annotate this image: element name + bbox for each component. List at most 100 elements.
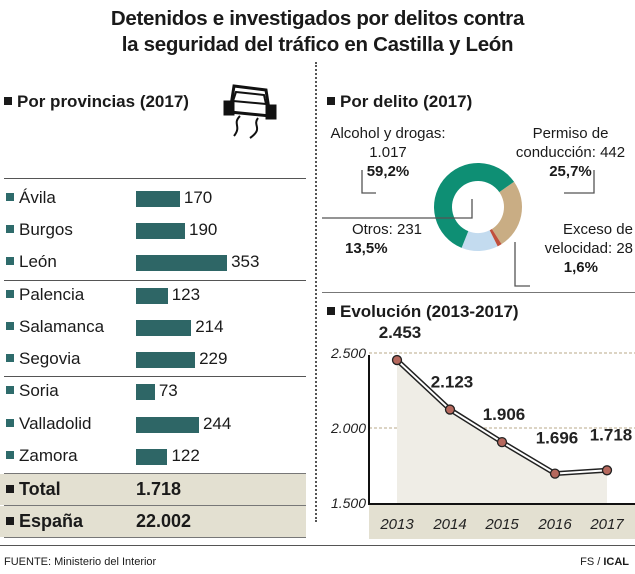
province-value: 123 [171,285,201,304]
permiso-label: Permiso de conducción: [515,125,609,161]
province-label: Zamora [6,441,78,471]
permiso-percent: 25,7% [549,163,592,180]
velocidad-label: Exceso de velocidad: [544,221,633,257]
province-value: 122 [171,446,200,465]
area-fill [397,360,607,503]
province-name: Valladolid [19,414,92,433]
data-label: 1.718 [590,425,633,444]
page-title: Detenidos e investigados por delitos con… [0,6,635,58]
province-label: Segovia [6,344,80,374]
province-row: Palencia 123 [0,280,306,310]
total-label: Total [19,479,61,499]
x-axis-band [369,505,635,539]
data-point [496,436,508,448]
donut-slice [491,181,522,245]
province-name: Salamanca [19,317,105,336]
province-row: Segovia 229 [0,344,306,374]
province-value: 353 [231,252,260,271]
donut-slice [434,163,515,248]
crime-title: Por delito (2017) [340,92,473,111]
provinces-title: Por provincias (2017) [17,92,189,111]
province-bar [136,320,192,336]
data-label: 2.453 [379,325,422,342]
source-note: FUENTE: Ministerio del Interior [4,556,157,568]
province-name: Palencia [19,285,85,304]
alcohol-count: 1.017 [369,144,407,161]
x-tick-label: 2017 [589,516,624,533]
province-bar [136,223,186,239]
donut-slice [489,228,502,247]
province-name: Ávila [19,188,56,207]
evolution-title: Evolución (2013-2017) [340,302,519,321]
province-value: 73 [158,381,178,400]
province-row: Valladolid 244 [0,409,306,439]
data-label: 1.906 [483,405,526,424]
column-divider [315,62,317,522]
y-tick-label: 2.000 [330,420,366,436]
title-line-2: la seguridad del tráfico en Castilla y L… [121,33,514,56]
skidding-car-icon [223,84,277,139]
province-row: Soria 73 [0,376,306,406]
x-tick-label: 2014 [432,516,466,533]
province-row: Ávila 170 [0,183,306,213]
province-row: Burgos 190 [0,215,306,245]
credit: FS / ICAL [580,556,629,568]
evolution-heading: Evolución (2013-2017) [327,302,519,322]
y-tick-label: 1.500 [331,495,366,511]
alcohol-label: Alcohol y drogas: [330,125,446,142]
otros-percent: 13,5% [345,240,388,257]
label-alcohol: Alcohol y drogas: 1.017 59,2% [320,124,456,181]
y-tick-label: 2.500 [330,345,366,361]
spain-value: 22.002 [136,511,192,531]
province-value: 244 [202,414,232,433]
province-label: Valladolid [6,409,91,439]
permiso-count: 442 [600,144,626,161]
province-label: Ávila [6,183,56,213]
credit-author: FS / [580,556,601,568]
province-value: 190 [189,220,218,239]
province-label: Burgos [6,215,73,245]
crime-donut-chart [322,163,595,287]
province-bar [136,288,168,304]
label-velocidad: Exceso de velocidad: 28 1,6% [520,220,633,277]
province-name: Soria [19,381,59,400]
velocidad-count: 28 [616,240,633,257]
leader-line [514,242,530,287]
province-value: 229 [199,349,228,368]
label-permiso: Permiso de conducción: 442 25,7% [508,124,633,181]
province-value: 170 [183,188,213,207]
province-label: Palencia [6,280,84,310]
province-row: Zamora 122 [0,441,306,471]
province-name: Segovia [19,349,81,368]
alcohol-percent: 59,2% [366,163,410,180]
evolution-line-chart: 1.500 2.000 2.500 2.453 2013 2.123 2014 1.906 20… [330,325,635,539]
total-value: 1.718 [136,479,182,499]
credit-agency: ICAL [603,556,629,568]
province-bar [136,255,228,271]
data-point [391,354,403,366]
province-name: León [19,252,57,271]
province-bar [136,417,199,433]
province-bar [136,352,196,368]
spain-label: España [19,511,84,531]
province-name: Burgos [19,220,73,239]
title-line-1: Detenidos e investigados por delitos con… [110,7,525,30]
leader-line [361,170,376,194]
province-bar [136,384,155,400]
otros-label: Otros: [351,221,393,238]
spain-row: España 22.002 [0,506,306,537]
x-tick-label: 2016 [537,516,572,533]
leader-line [564,170,595,194]
x-tick-label: 2015 [484,516,519,533]
label-otros: Otros: 231 13,5% [345,220,429,258]
province-label: León [6,247,57,277]
leader-line [322,199,473,219]
x-tick-label: 2013 [379,516,414,533]
donut-slice [461,230,498,252]
velocidad-percent: 1,6% [563,259,598,276]
province-bar [136,191,180,207]
province-label: Salamanca [6,312,104,342]
province-bar [136,449,168,465]
data-label: 2.123 [431,373,474,392]
